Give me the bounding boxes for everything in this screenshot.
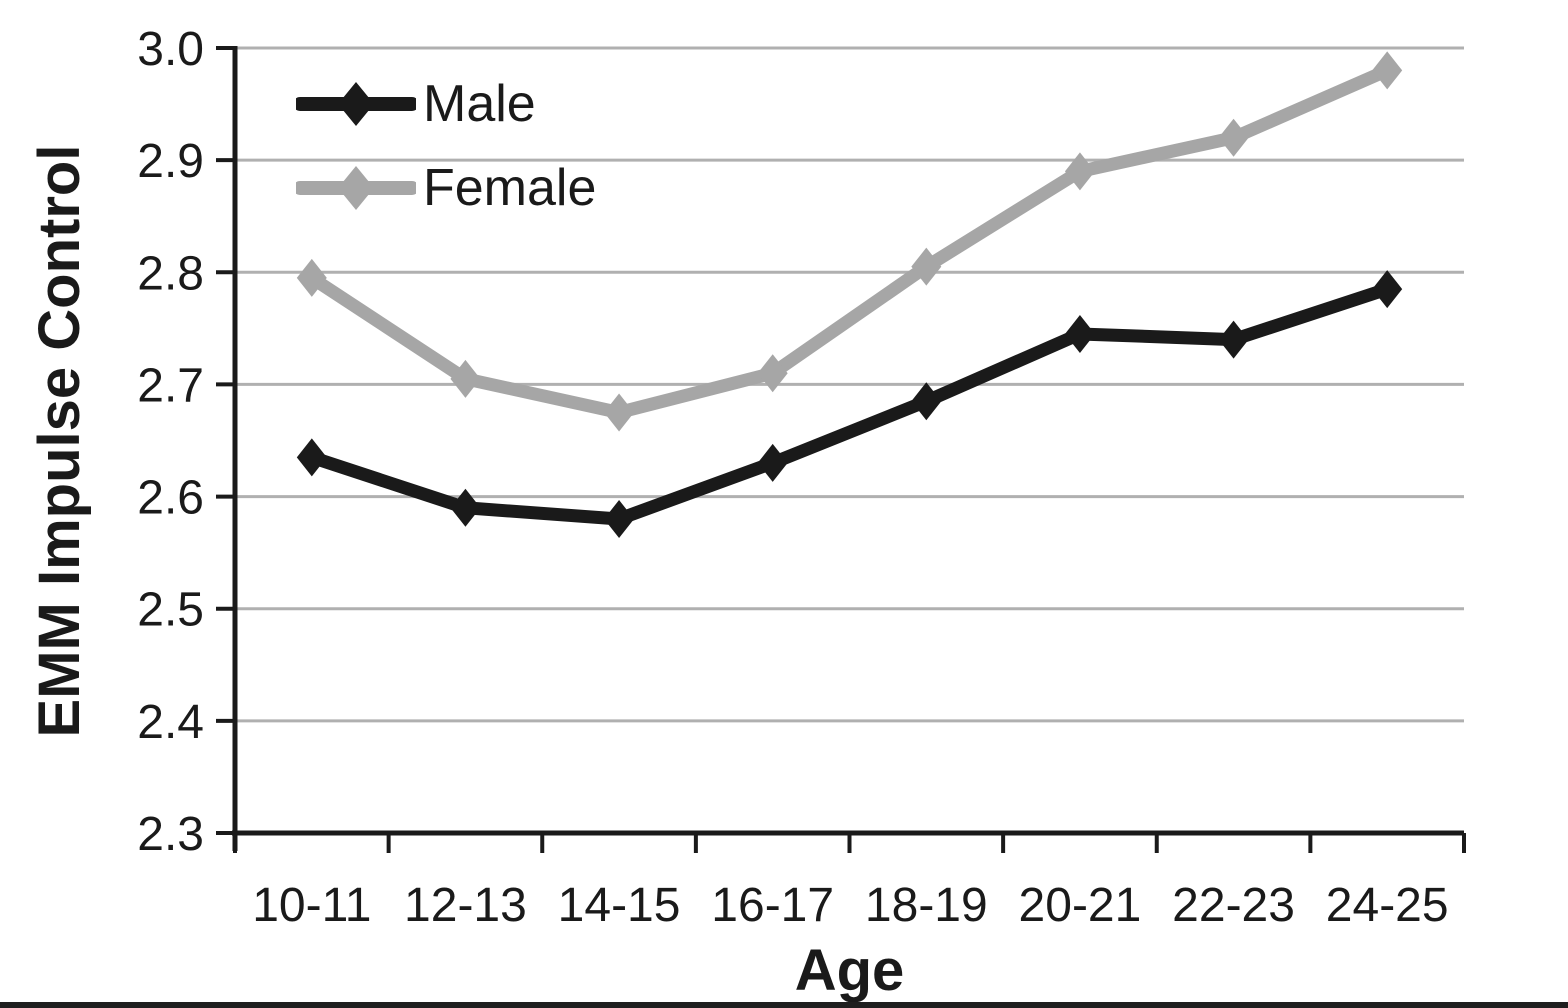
- y-tick-label: 2.8: [137, 247, 204, 300]
- x-axis-title: Age: [794, 938, 905, 1003]
- female-series-line: [305, 63, 1394, 419]
- legend-label-female: Female: [423, 159, 597, 217]
- male-marker: [1064, 314, 1095, 353]
- y-tick-label: 3.0: [137, 23, 204, 76]
- female-marker: [1218, 118, 1249, 157]
- x-tick-label: 16-17: [711, 879, 834, 932]
- x-tick-label: 20-21: [1019, 879, 1142, 932]
- female-marker: [450, 359, 481, 398]
- y-axis-title: EMM Impulse Control: [27, 144, 92, 738]
- female-marker: [1064, 152, 1095, 191]
- y-tick-label: 2.4: [137, 696, 204, 749]
- x-tick-label: 18-19: [865, 879, 988, 932]
- female-marker: [296, 258, 327, 297]
- x-tick-label: 10-11: [252, 879, 371, 932]
- male-marker: [757, 443, 788, 482]
- legend-label-male: Male: [423, 75, 536, 133]
- male-marker: [1372, 270, 1403, 309]
- male-series-line: [305, 282, 1394, 526]
- male-marker: [296, 438, 327, 477]
- y-tick-label: 2.3: [137, 808, 204, 861]
- x-tick-label: 12-13: [404, 879, 527, 932]
- male-marker: [911, 382, 942, 421]
- y-tick-label: 2.7: [137, 359, 204, 412]
- male-swatch-diamond-icon: [338, 82, 374, 126]
- female-marker: [604, 393, 635, 432]
- male-marker: [604, 500, 635, 538]
- y-tick-label: 2.6: [137, 472, 204, 525]
- x-tick-label: 14-15: [558, 879, 681, 932]
- female-marker: [757, 354, 788, 393]
- female-swatch-diamond-icon: [338, 166, 374, 210]
- female-marker: [911, 247, 942, 286]
- y-tick-label: 2.5: [137, 584, 204, 637]
- bottom-border-bar: [0, 1002, 1568, 1008]
- x-tick-label: 22-23: [1172, 879, 1295, 932]
- legend-item-female: Female: [296, 159, 597, 217]
- male-series-swatch: [296, 82, 416, 126]
- legend: Male Female: [296, 75, 597, 217]
- x-tick-label: 24-25: [1326, 879, 1449, 932]
- y-tick-label: 2.9: [137, 135, 204, 188]
- legend-item-male: Male: [296, 75, 596, 133]
- male-marker: [1218, 320, 1249, 359]
- male-marker: [450, 488, 481, 527]
- female-series-swatch: [296, 166, 416, 210]
- female-marker: [1372, 51, 1403, 90]
